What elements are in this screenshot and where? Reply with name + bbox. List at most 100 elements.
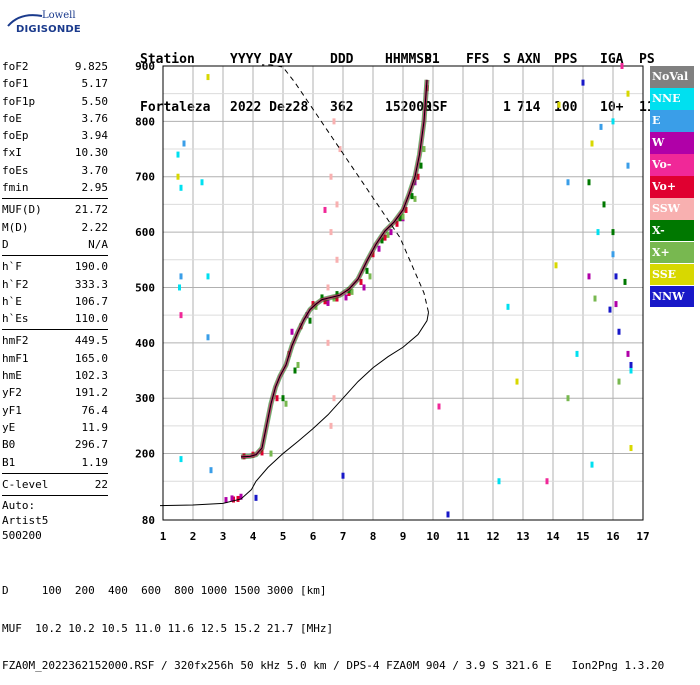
profile-solid-line — [159, 312, 429, 507]
echo-point — [200, 179, 204, 186]
echo-point — [383, 234, 387, 241]
x-tick-label: 8 — [370, 530, 377, 543]
echo-point — [611, 251, 615, 258]
echo-point — [629, 361, 633, 368]
legend-item-x-: X- — [650, 219, 694, 242]
header-label-3: HHMMSS — [385, 52, 432, 67]
param-divider — [2, 472, 108, 474]
echo-point — [593, 295, 597, 302]
echo-point — [178, 284, 181, 291]
header-label-10: PS — [639, 52, 655, 67]
echo-point — [206, 74, 210, 81]
header-label-1: YYYY DAY — [230, 52, 293, 67]
param-name: M(D) — [2, 220, 29, 234]
echo-point — [308, 317, 312, 324]
echo-point — [176, 151, 180, 158]
echo-point — [269, 450, 273, 457]
echo-point — [554, 262, 558, 269]
echo-point — [623, 278, 627, 285]
echo-point — [290, 328, 294, 335]
echo-point — [617, 378, 621, 385]
param-name: foE — [2, 111, 22, 125]
header-value-6: 1 — [503, 100, 511, 115]
echo-point — [626, 350, 630, 357]
echo-point — [335, 201, 339, 208]
echo-point — [545, 478, 549, 485]
y-tick-label: 500 — [135, 281, 155, 294]
param-value: 10.30 — [74, 146, 108, 160]
echo-point — [296, 361, 300, 368]
legend-item-nnw: NNW — [650, 285, 694, 308]
x-tick-label: 1 — [160, 530, 167, 543]
echo-point — [587, 273, 591, 280]
param-value: 449.5 — [74, 334, 108, 348]
parameters-panel: foF2 9.825 foF1 5.17 foF1p 5.50 foE 3.76 foEp 3.9… — [2, 58, 108, 543]
profile-dashed-line — [262, 64, 429, 313]
legend-item-x-: X+ — [650, 241, 694, 264]
echo-point — [329, 229, 333, 236]
param-row: fxI 10.30 — [2, 144, 108, 161]
logo-line2: DIGISONDE — [16, 24, 81, 35]
param-value: 110.0 — [74, 312, 108, 326]
param-name: hmF2 — [2, 334, 29, 348]
echo-point — [416, 173, 420, 180]
echo-point — [581, 79, 585, 86]
param-name: fxI — [2, 146, 22, 160]
legend-item-vo-: Vo+ — [650, 175, 694, 198]
param-value: 3.76 — [81, 111, 109, 125]
param-value: 11.9 — [81, 420, 109, 434]
param-name: foF1p — [2, 94, 36, 108]
y-tick-label: 80 — [142, 514, 155, 527]
param-row: yF2 191.2 — [2, 384, 108, 401]
header-label-6: S — [503, 52, 511, 67]
echo-point — [398, 215, 402, 222]
echo-point — [326, 299, 330, 306]
echo-point — [254, 494, 258, 501]
param-row: M(D) 2.22 — [2, 219, 108, 236]
legend-item-nne: NNE — [650, 87, 694, 110]
param-row: foF1 5.17 — [2, 75, 108, 92]
param-name: h`F — [2, 260, 22, 274]
echo-point — [446, 511, 450, 518]
y-tick-label: 400 — [135, 337, 155, 350]
param-row: h`F 190.0 — [2, 258, 108, 275]
param-value: 5.17 — [81, 77, 109, 91]
echo-point — [179, 273, 183, 280]
x-tick-label: 13 — [516, 530, 529, 543]
param-row: fmin 2.95 — [2, 179, 108, 196]
x-tick-label: 2 — [190, 530, 197, 543]
y-tick-label: 600 — [135, 226, 155, 239]
header-label-4: P1 — [424, 52, 440, 67]
echo-point — [179, 184, 183, 191]
echo-point — [413, 195, 417, 202]
echo-point — [338, 146, 342, 153]
logo-line1: Lowell — [42, 10, 76, 21]
header-label-0: Station — [140, 52, 195, 67]
echo-point — [380, 237, 384, 244]
echo-point — [281, 395, 285, 402]
footer-file-info: FZA0M_2022362152000.RSF / 320fx256h 50 k… — [2, 659, 665, 672]
footer: D 100 200 400 600 800 1000 1500 3000 [km… — [2, 560, 664, 685]
param-row: foF2 9.825 — [2, 58, 108, 75]
echo-point — [611, 229, 615, 236]
param-value: 296.7 — [74, 438, 108, 452]
footer-muf-row: MUF 10.2 10.2 10.5 11.0 11.6 12.5 15.2 2… — [2, 621, 334, 635]
echo-point — [176, 173, 180, 180]
param-name: foEp — [2, 129, 29, 143]
echo-point — [557, 101, 561, 108]
y-tick-label: 300 — [135, 392, 155, 405]
echo-point — [566, 179, 570, 186]
echo-point — [590, 461, 594, 468]
param-name: B0 — [2, 438, 16, 452]
header-value-4: RSF — [424, 100, 448, 115]
param-row: D N/A — [2, 236, 108, 253]
param-divider — [2, 329, 108, 331]
x-tick-label: 12 — [486, 530, 499, 543]
param-divider — [2, 255, 108, 257]
echo-point — [629, 367, 633, 374]
x-tick-label: 17 — [636, 530, 649, 543]
echo-point — [614, 273, 618, 280]
header-value-3: 152000 — [385, 100, 432, 115]
param-row: h`E 106.7 — [2, 293, 108, 310]
echo-point — [329, 173, 333, 180]
